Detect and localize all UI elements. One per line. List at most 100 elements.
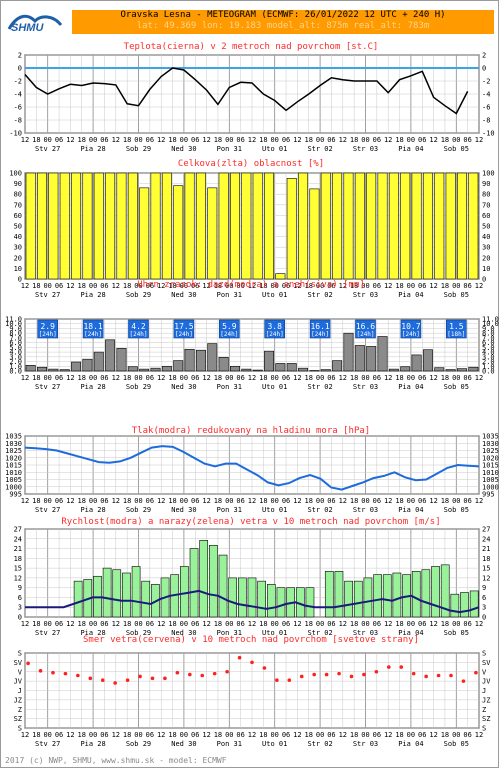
hour-tick-label: 18 xyxy=(350,620,358,628)
hour-tick-label: 00 xyxy=(43,620,51,628)
day-label: Pia 28 xyxy=(80,383,105,391)
hour-tick-label: 18 xyxy=(259,731,267,739)
hour-tick-label: 18 xyxy=(32,497,40,505)
hour-tick-label: 12 xyxy=(339,497,347,505)
hour-tick-label: 06 xyxy=(463,731,471,739)
gust-bar xyxy=(267,584,275,617)
hour-tick-label: 12 xyxy=(384,282,392,290)
cloud-bar xyxy=(71,173,80,279)
wind-direction-point xyxy=(64,672,68,676)
precip-bar xyxy=(208,344,217,371)
hour-tick-label: 00 xyxy=(225,374,233,382)
wind-direction-point xyxy=(375,670,379,674)
y-tick-label-left: 30 xyxy=(14,244,22,252)
wind-direction-point xyxy=(39,669,43,673)
day-label: Str 03 xyxy=(353,740,378,748)
precip-bar xyxy=(94,352,103,371)
y-tick-label-right: 100 xyxy=(482,170,495,178)
y-tick-label-right: SZ xyxy=(482,715,490,723)
wind-direction-point xyxy=(151,677,155,681)
hour-tick-label: 00 xyxy=(270,731,278,739)
precip-total-period: [24h] xyxy=(220,331,238,338)
day-label: Sob 29 xyxy=(126,506,151,514)
hour-tick-label: 00 xyxy=(89,497,97,505)
hour-tick-label: 06 xyxy=(282,620,290,628)
precip-total-value: 16.6 xyxy=(356,322,375,331)
hour-tick-label: 06 xyxy=(236,136,244,144)
wind-direction-point xyxy=(89,677,93,681)
hour-tick-label: 18 xyxy=(78,136,86,144)
wind-direction-point xyxy=(325,673,329,677)
day-label: Sob 05 xyxy=(444,629,469,637)
hour-tick-label: 06 xyxy=(373,282,381,290)
wind-direction-point xyxy=(412,672,416,676)
gust-bar xyxy=(412,571,420,617)
y-tick-label-left: -10 xyxy=(9,130,22,138)
y-tick-label-right: SV xyxy=(482,659,491,667)
gust-bar xyxy=(422,570,430,617)
precipitation-title: Uhrn zrazok: dazd(modra) a sneh(siva) [m… xyxy=(137,280,365,290)
hour-tick-label: 18 xyxy=(305,497,313,505)
hour-tick-label: 12 xyxy=(112,136,120,144)
precip-total-period: [24h] xyxy=(175,331,193,338)
hour-tick-label: 06 xyxy=(463,374,471,382)
day-label: Ned 30 xyxy=(171,145,196,153)
y-tick-label-right: 12 xyxy=(482,574,490,582)
hour-tick-label: 00 xyxy=(134,497,142,505)
hour-tick-label: 06 xyxy=(327,731,335,739)
precip-bar xyxy=(389,369,398,371)
y-tick-label-left: -8 xyxy=(14,117,22,125)
wind-direction-point xyxy=(188,673,192,677)
precip-total-value: 3.8 xyxy=(267,322,282,331)
y-tick-label-left: SZ xyxy=(14,715,22,723)
hour-tick-label: 18 xyxy=(168,620,176,628)
precip-total-period: [24h] xyxy=(84,331,102,338)
y-tick-label-right: J xyxy=(482,687,486,695)
y-tick-label-right: -6 xyxy=(482,104,490,112)
hour-tick-label: 18 xyxy=(305,731,313,739)
cloud-bar xyxy=(219,173,228,279)
wind-direction-title: Smer vetra(cervena) v 10 metroch nad pov… xyxy=(83,635,419,645)
day-label: Sob 05 xyxy=(444,740,469,748)
cloud-bar xyxy=(128,173,137,279)
day-label: Pia 04 xyxy=(398,740,423,748)
wind-direction-point xyxy=(26,662,30,666)
wind-direction-point xyxy=(200,674,204,678)
y-tick-label-right: JV xyxy=(482,678,491,686)
gust-bar xyxy=(345,581,353,617)
cloud-bar xyxy=(83,173,92,279)
precip-bar xyxy=(174,361,183,371)
hour-tick-label: 18 xyxy=(214,136,222,144)
hour-tick-label: 06 xyxy=(100,620,108,628)
hour-tick-label: 06 xyxy=(418,374,426,382)
hour-tick-label: 00 xyxy=(89,620,97,628)
hour-tick-label: 06 xyxy=(463,282,471,290)
y-tick-label-right: 30 xyxy=(482,244,490,252)
y-tick-label-left: 2 xyxy=(18,52,22,60)
hour-tick-label: 06 xyxy=(373,731,381,739)
hour-tick-label: 06 xyxy=(55,282,63,290)
y-tick-label-left: -4 xyxy=(14,91,22,99)
hour-tick-label: 00 xyxy=(134,731,142,739)
hour-tick-label: 00 xyxy=(225,731,233,739)
hour-tick-label: 00 xyxy=(89,731,97,739)
precip-bar xyxy=(71,362,80,371)
hour-tick-label: 12 xyxy=(293,136,301,144)
precip-bar xyxy=(367,346,376,371)
cloud-bar xyxy=(469,173,478,279)
wind-direction-point xyxy=(275,678,279,682)
hour-tick-label: 18 xyxy=(395,731,403,739)
y-tick-label-right: 40 xyxy=(482,233,490,241)
y-tick-label-right: S xyxy=(482,650,486,658)
hour-tick-label: 06 xyxy=(191,374,199,382)
hour-tick-label: 06 xyxy=(100,282,108,290)
hour-tick-label: 00 xyxy=(407,731,415,739)
hour-tick-label: 06 xyxy=(327,620,335,628)
hour-tick-label: 12 xyxy=(339,136,347,144)
hour-tick-label: 06 xyxy=(418,282,426,290)
y-tick-label-left: Z xyxy=(18,706,22,714)
wind-direction-point xyxy=(337,672,341,676)
y-tick-label-right: 995 xyxy=(482,491,495,499)
wind-direction-point xyxy=(399,665,403,669)
